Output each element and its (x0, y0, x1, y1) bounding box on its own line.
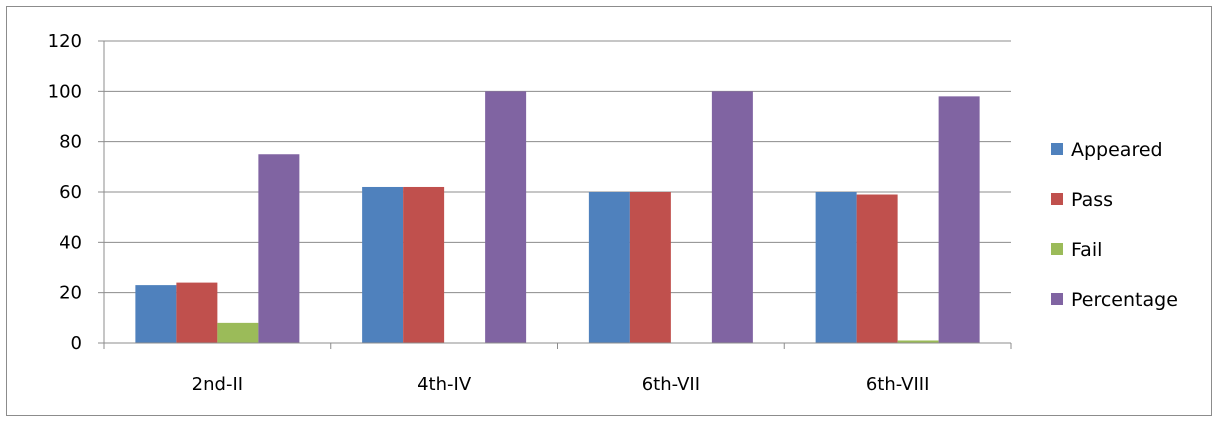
bar-pass-6th-vii (629, 192, 671, 343)
y-tick-label: 20 (59, 283, 82, 304)
legend-swatch-percentage (1051, 293, 1063, 305)
y-tick-label: 60 (59, 182, 82, 203)
x-axis-ticks: 2nd-II 4th-IV 6th-VII 6th-VIII (103, 343, 1012, 395)
bar-appeared-6th-vii (588, 192, 630, 343)
legend: Appeared Pass Fail Percentage (1051, 139, 1178, 311)
x-tick-label: 4th-IV (417, 374, 472, 395)
x-tick-label: 6th-VII (642, 374, 700, 395)
legend-label-pass: Pass (1071, 189, 1113, 211)
bar-percentage-6th-viii (938, 96, 980, 343)
bar-appeared-2nd-ii (135, 285, 177, 343)
y-tick-label: 80 (59, 132, 82, 153)
bar-pass-6th-viii (856, 194, 898, 343)
y-tick-label: 0 (71, 333, 82, 354)
legend-label-appeared: Appeared (1071, 139, 1163, 161)
bar-fail-6th-viii (897, 340, 939, 343)
y-tick-label: 120 (48, 31, 82, 52)
y-tick-label: 40 (59, 232, 82, 253)
legend-swatch-pass (1051, 193, 1063, 205)
legend-swatch-appeared (1051, 143, 1063, 155)
bar-fail-2nd-ii (217, 322, 259, 343)
bar-percentage-4th-iv (485, 91, 527, 343)
bar-appeared-6th-viii (815, 192, 857, 343)
bar-pass-2nd-ii (176, 282, 218, 343)
legend-label-percentage: Percentage (1071, 289, 1178, 311)
bars (104, 91, 1011, 344)
y-axis-ticks: 0 20 40 60 80 100 120 (48, 31, 105, 354)
x-tick-label: 6th-VIII (866, 374, 930, 395)
y-tick-label: 100 (48, 81, 82, 102)
bar-percentage-2nd-ii (258, 154, 300, 343)
legend-swatch-fail (1051, 243, 1063, 255)
bar-percentage-6th-vii (711, 91, 753, 343)
legend-label-fail: Fail (1071, 239, 1102, 261)
bar-pass-4th-iv (403, 186, 445, 343)
x-tick-label: 2nd-II (192, 374, 243, 395)
bar-appeared-4th-iv (362, 186, 404, 343)
